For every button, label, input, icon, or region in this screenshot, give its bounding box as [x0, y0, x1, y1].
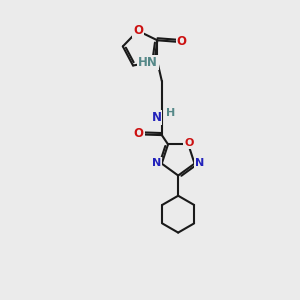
- Text: H: H: [166, 108, 176, 118]
- Text: O: O: [133, 24, 143, 37]
- Text: HN: HN: [138, 56, 158, 69]
- Text: O: O: [134, 128, 144, 140]
- Text: O: O: [184, 138, 194, 148]
- Text: O: O: [177, 35, 187, 48]
- Text: N: N: [152, 111, 161, 124]
- Text: N: N: [152, 158, 161, 168]
- Text: N: N: [195, 158, 205, 168]
